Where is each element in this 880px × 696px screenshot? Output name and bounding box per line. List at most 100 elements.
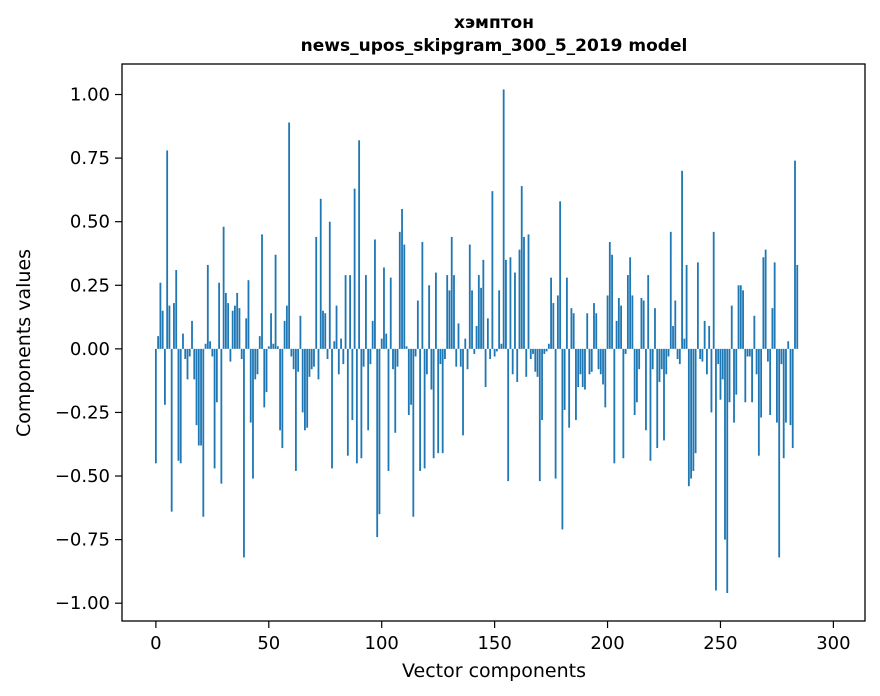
chart-title-line-1: хэмптон — [454, 13, 534, 33]
bar — [229, 348, 232, 362]
bar — [645, 348, 647, 431]
bar — [157, 336, 160, 349]
bar — [755, 348, 758, 375]
bar — [572, 313, 575, 349]
bar — [773, 262, 776, 349]
bar — [672, 325, 674, 349]
bar — [703, 320, 706, 349]
bar — [369, 348, 372, 365]
bar — [728, 348, 731, 403]
bar — [403, 244, 406, 349]
bar — [480, 287, 482, 349]
bar — [383, 267, 385, 349]
bar — [617, 297, 620, 349]
bar — [398, 231, 401, 349]
bar — [265, 348, 268, 393]
bar — [337, 348, 340, 375]
bar — [538, 348, 541, 482]
bar — [261, 234, 263, 349]
bar — [505, 259, 507, 349]
bar — [782, 348, 785, 459]
bar — [647, 275, 650, 349]
bar — [575, 348, 577, 421]
bar — [340, 338, 342, 349]
bar — [486, 318, 489, 349]
bar — [696, 262, 699, 349]
bar — [683, 338, 686, 349]
bar — [177, 348, 180, 461]
bar — [556, 295, 559, 349]
bar — [626, 275, 629, 349]
bar — [272, 343, 275, 349]
bar — [392, 348, 394, 370]
bar — [590, 348, 593, 372]
bar — [430, 348, 433, 390]
y-tick-label: 0.50 — [70, 212, 110, 233]
bar — [651, 348, 654, 370]
bar — [597, 348, 600, 370]
bar — [654, 308, 656, 349]
bar — [410, 348, 412, 405]
bar — [791, 348, 794, 449]
bar — [769, 348, 772, 415]
y-tick-label: −0.50 — [55, 466, 110, 487]
bar — [421, 242, 424, 349]
bar — [184, 348, 187, 360]
bar — [753, 315, 756, 349]
bar — [279, 348, 281, 431]
bar — [739, 285, 742, 349]
bar — [374, 239, 376, 349]
bar — [453, 275, 455, 349]
bar — [674, 300, 677, 349]
bar — [516, 348, 519, 382]
bar — [224, 292, 227, 349]
bar — [168, 305, 171, 349]
bar — [706, 348, 708, 375]
bar — [701, 348, 704, 362]
bar — [466, 348, 469, 370]
bar — [527, 234, 530, 349]
bar — [376, 348, 379, 538]
bar — [518, 249, 521, 349]
bar — [642, 300, 645, 349]
y-axis-label: Components values — [13, 249, 35, 437]
bar — [685, 264, 688, 349]
bar — [796, 264, 799, 349]
bar — [346, 348, 349, 456]
bar — [735, 348, 738, 395]
bar — [236, 292, 239, 349]
bar — [425, 348, 428, 375]
bar — [507, 348, 510, 482]
bar — [656, 348, 659, 449]
bar — [200, 348, 202, 446]
bar — [245, 318, 248, 349]
bar — [676, 348, 679, 360]
bar — [681, 170, 683, 349]
bar — [624, 348, 627, 354]
bar — [380, 338, 383, 349]
bar — [344, 275, 347, 349]
bar — [249, 348, 252, 423]
bar — [335, 305, 338, 349]
bar — [699, 348, 702, 360]
bar — [371, 320, 374, 349]
bar — [423, 348, 426, 469]
bar — [559, 201, 562, 349]
bar — [751, 348, 753, 403]
bar — [541, 348, 543, 421]
bar — [509, 257, 512, 349]
bar — [446, 275, 449, 349]
bar — [471, 290, 473, 349]
bar — [502, 89, 505, 349]
bar — [204, 343, 207, 349]
bar — [468, 244, 471, 349]
bar — [304, 348, 306, 431]
bar — [292, 348, 295, 370]
x-tick-label: 50 — [257, 633, 280, 654]
bar — [252, 348, 254, 479]
bar — [220, 348, 223, 484]
bar — [435, 272, 437, 349]
bar — [514, 272, 516, 349]
bar — [622, 348, 625, 459]
